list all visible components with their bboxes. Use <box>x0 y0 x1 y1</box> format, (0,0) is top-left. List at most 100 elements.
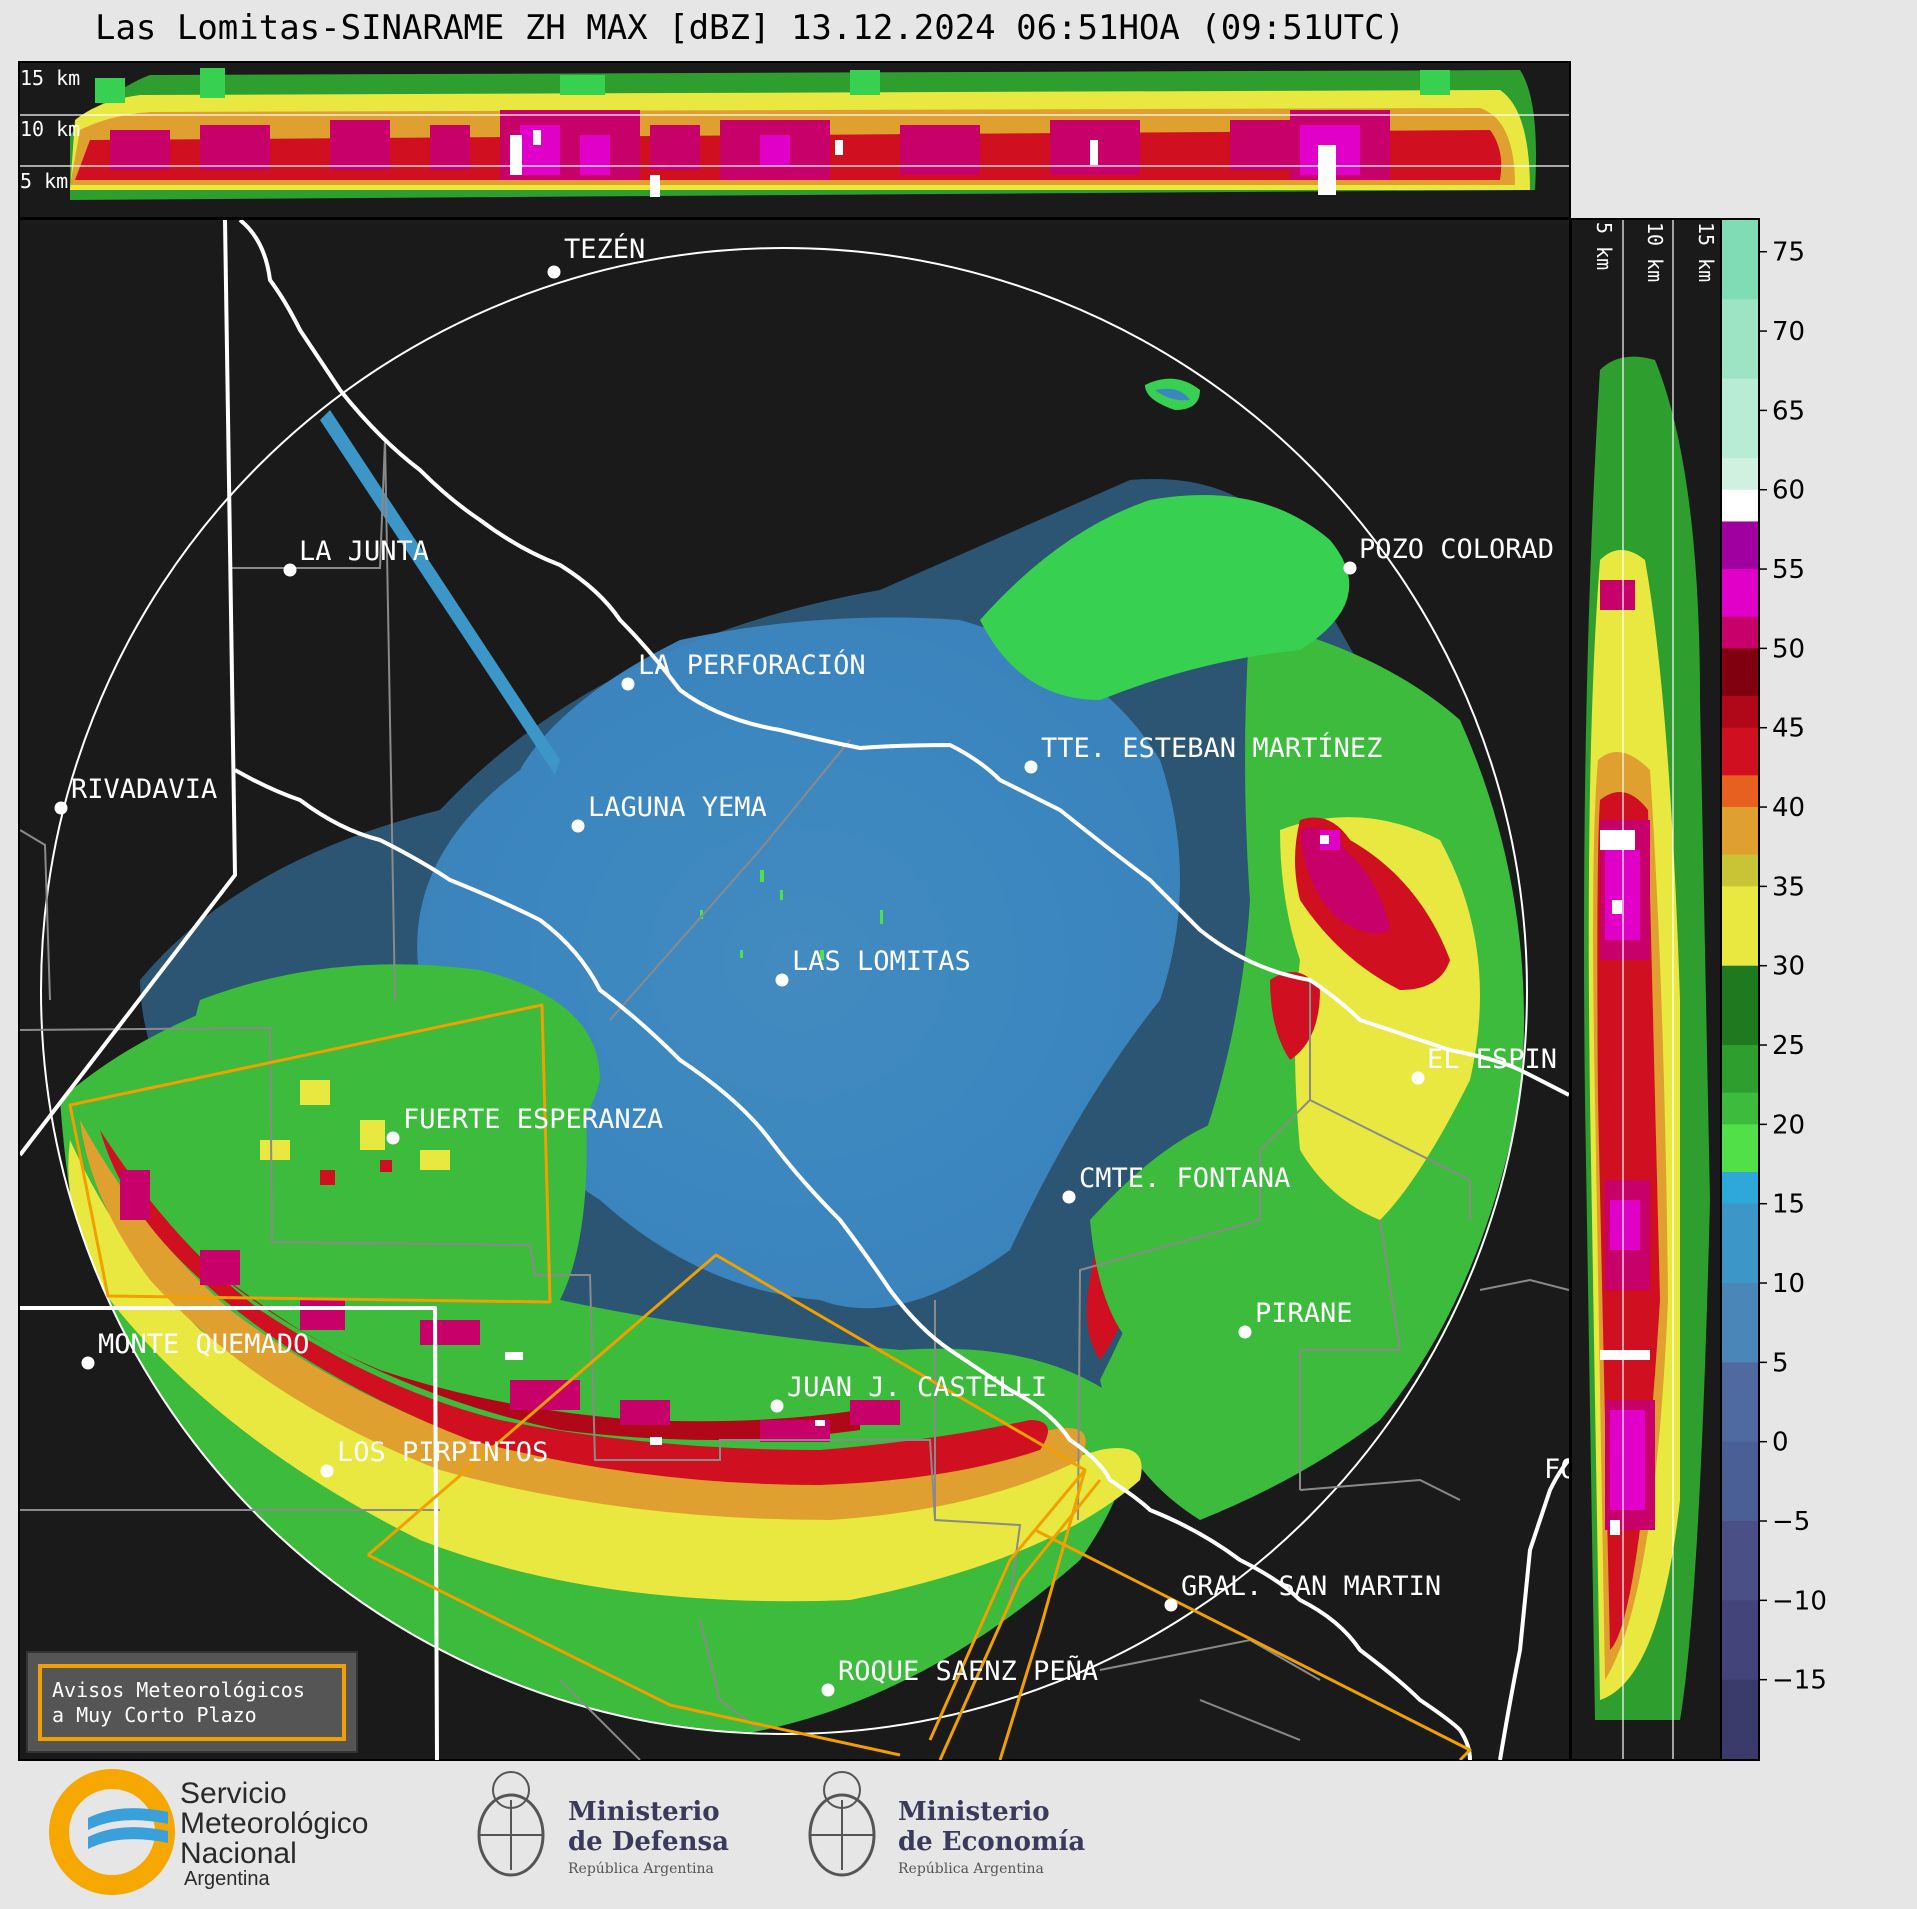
colorbar-bin <box>1721 1203 1759 1284</box>
colorbar-tick-label: 55 <box>1772 555 1805 585</box>
locality-label: LAS LOMITAS <box>792 946 971 977</box>
colorbar-bin <box>1721 1600 1759 1681</box>
colorbar-tick-label: 5 <box>1772 1348 1789 1378</box>
locality-dot <box>1024 760 1038 774</box>
colorbar-bin <box>1721 1283 1759 1363</box>
colorbar-bin <box>1721 1679 1759 1760</box>
locality-marker: FUERTE ESPERANZA <box>386 1104 663 1145</box>
locality-marker: LAS LOMITAS <box>775 946 971 987</box>
economia-line3: República Argentina <box>898 1861 1044 1877</box>
locality-marker: MONTE QUEMADO <box>81 1329 309 1370</box>
colorbar-bin <box>1721 1092 1759 1125</box>
locality-dot <box>1062 1190 1076 1204</box>
locality-dot <box>1238 1325 1252 1339</box>
colorbar-bin <box>1721 1171 1759 1205</box>
warnings-legend-line2: a Muy Corto Plazo <box>52 1703 257 1727</box>
locality-marker: LOS PIRPINTOS <box>320 1437 548 1478</box>
locality-label: GRAL. SAN MARTIN <box>1181 1571 1441 1602</box>
locality-dot <box>821 1683 835 1697</box>
locality-dot <box>621 677 635 691</box>
top-height-panel: 15 km 10 km 5 km <box>18 61 1571 219</box>
range-ring <box>40 247 1528 1735</box>
locality-dot <box>1411 1071 1425 1085</box>
locality-label: TEZÉN <box>564 233 645 265</box>
locality-label: LAGUNA YEMA <box>588 792 767 823</box>
colorbar-bin <box>1721 1124 1759 1173</box>
locality-label: LA PERFORACIÓN <box>638 649 866 681</box>
department-boundaries <box>20 439 1569 1760</box>
locality-marker: JUAN J. CASTELLI <box>770 1372 1047 1413</box>
colorbar-tick-label: 35 <box>1772 872 1805 902</box>
colorbar-bin <box>1721 648 1759 697</box>
locality-dot <box>1343 561 1357 575</box>
colorbar-bin <box>1721 1441 1759 1522</box>
smn-line3: Nacional <box>180 1837 297 1870</box>
locality-label: PIRANE <box>1255 1298 1353 1329</box>
side-height-panel: 5 km 10 km 15 km <box>1570 218 1722 1761</box>
locality-dot <box>571 819 585 833</box>
locality-dot <box>1164 1598 1178 1612</box>
colorbar-bin <box>1721 1045 1759 1094</box>
colorbar-bin <box>1721 616 1759 649</box>
smn-logo: Servicio Meteorológico Nacional Argentin… <box>49 1769 368 1895</box>
locality-marker: LAGUNA YEMA <box>571 792 767 833</box>
colorbar-bin <box>1721 299 1759 380</box>
smn-line4: Argentina <box>184 1868 270 1890</box>
top-height-label-10: 10 km <box>20 117 80 141</box>
colorbar-scale <box>1721 220 1759 1760</box>
smn-line1: Servicio <box>180 1777 287 1810</box>
rivers <box>234 220 1569 1760</box>
top-height-label-5: 5 km <box>20 169 68 193</box>
locality-dot <box>386 1131 400 1145</box>
locality-label: LOS PIRPINTOS <box>337 1437 548 1468</box>
colorbar-bin <box>1721 521 1759 570</box>
colorbar-tick-label: 50 <box>1772 634 1805 664</box>
colorbar-bin <box>1721 727 1759 776</box>
colorbar-bin <box>1721 220 1759 300</box>
colorbar-bin <box>1721 1362 1759 1443</box>
colorbar-tick-label: 15 <box>1772 1190 1805 1220</box>
colorbar-tick-label: 0 <box>1772 1428 1789 1458</box>
locality-marker: EL ESPIN <box>1411 1044 1557 1085</box>
side-height-label-5: 5 km <box>1592 222 1616 270</box>
locality-label: EL ESPIN <box>1427 1044 1557 1075</box>
defensa-line1: Ministerio <box>568 1797 720 1827</box>
colorbar-tick-label: 70 <box>1772 317 1805 347</box>
colorbar-bin <box>1721 854 1759 887</box>
colorbar-tick-label: 30 <box>1772 952 1805 982</box>
locality-marker: PIRANE <box>1238 1298 1353 1339</box>
locality-marker: GRAL. SAN MARTIN <box>1164 1571 1441 1612</box>
economia-logo: Ministerio de Economía República Argenti… <box>808 1771 1085 1877</box>
locality-marker: RIVADAVIA <box>54 774 217 815</box>
locality-dot <box>320 1464 334 1478</box>
locality-marker: TEZÉN <box>547 233 645 279</box>
colorbar-tick-label: −15 <box>1772 1666 1827 1696</box>
side-height-label-15: 15 km <box>1694 222 1718 282</box>
colorbar-tick-label: 45 <box>1772 714 1805 744</box>
colorbar-tick-label: 25 <box>1772 1031 1805 1061</box>
locality-dot <box>283 563 297 577</box>
map-title: Las Lomitas-SINARAME ZH MAX [dBZ] 13.12.… <box>94 8 1406 48</box>
warnings-legend: Avisos Meteorológicos a Muy Corto Plazo <box>26 1651 358 1753</box>
warnings-legend-line1: Avisos Meteorológicos <box>52 1678 305 1702</box>
colorbar-bin <box>1721 695 1759 729</box>
colorbar-tick-label: −10 <box>1772 1586 1827 1616</box>
locality-label: RIVADAVIA <box>71 774 217 805</box>
colorbar-bin <box>1721 886 1759 967</box>
locality-label: FO <box>1544 1454 1577 1485</box>
locality-label: TTE. ESTEBAN MARTÍNEZ <box>1041 732 1382 764</box>
warning-polygons <box>68 1003 1472 1760</box>
colorbar-tick-label: 75 <box>1772 238 1805 268</box>
colorbar-tick-label: 10 <box>1772 1269 1805 1299</box>
colorbar-bin <box>1721 457 1759 491</box>
locality-marker: LA PERFORACIÓN <box>621 649 866 691</box>
economia-line1: Ministerio <box>898 1797 1050 1827</box>
colorbar-tick-label: 60 <box>1772 476 1805 506</box>
coat-of-arms-icon <box>477 1771 545 1877</box>
colorbar-tick-label: 20 <box>1772 1110 1805 1140</box>
locality-label: FUERTE ESPERANZA <box>403 1104 663 1135</box>
isolated-echoes <box>320 378 1200 775</box>
locality-label: POZO COLORAD <box>1359 534 1554 565</box>
